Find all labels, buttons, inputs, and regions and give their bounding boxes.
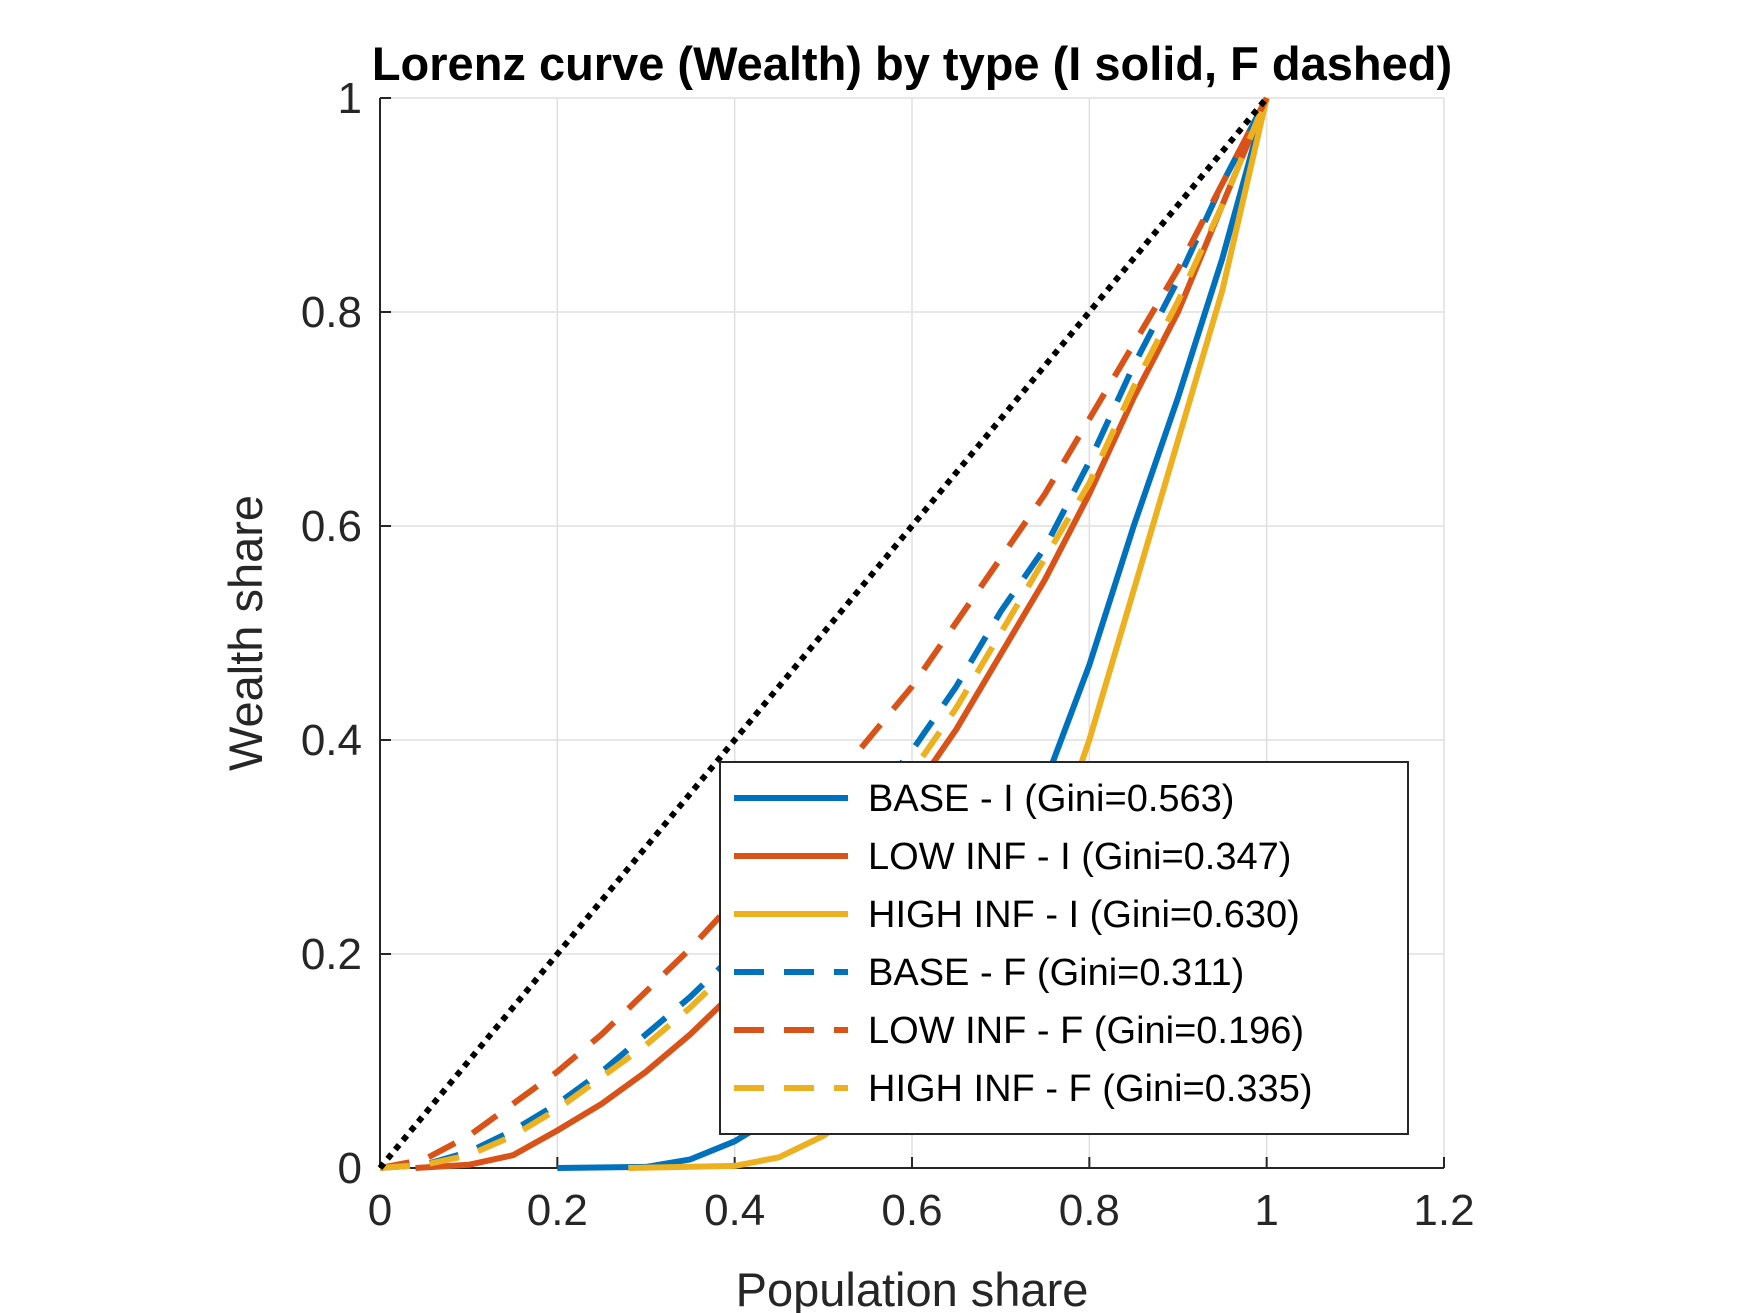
y-tick-label: 0 bbox=[338, 1144, 362, 1193]
legend-entry: HIGH INF - F (Gini=0.335) bbox=[868, 1068, 1312, 1110]
legend-entry: BASE - F (Gini=0.311) bbox=[868, 952, 1244, 994]
y-tick-label: 0.2 bbox=[301, 930, 362, 979]
y-axis-label: Wealth share bbox=[219, 495, 272, 771]
legend: BASE - I (Gini=0.563) LOW INF - I (Gini=0… bbox=[719, 761, 1409, 1135]
x-tick-label: 0.6 bbox=[881, 1186, 942, 1235]
chart-title: Lorenz curve (Wealth) by type (I solid, … bbox=[372, 37, 1452, 90]
tick-labels: 0 0.2 0.4 0.6 0.8 1 1.2 0 0.2 0.4 0.6 0.8 1 bbox=[301, 74, 1475, 1235]
x-tick-label: 0 bbox=[368, 1186, 392, 1235]
legend-entry: LOW INF - I (Gini=0.347) bbox=[868, 836, 1291, 878]
equality-line bbox=[377, 96, 1269, 1170]
legend-box bbox=[719, 761, 1409, 1135]
series-line-high-inf-f bbox=[379, 96, 1270, 1171]
y-tick-label: 0.6 bbox=[301, 502, 362, 551]
legend-entry: BASE - I (Gini=0.563) bbox=[868, 778, 1234, 820]
x-tick-label: 0.4 bbox=[704, 1186, 765, 1235]
x-axis-label: Population share bbox=[736, 1263, 1089, 1313]
series-line-low-inf-f bbox=[379, 96, 1270, 1171]
y-tick-label: 0.8 bbox=[301, 288, 362, 337]
x-tick-label: 0.2 bbox=[527, 1186, 588, 1235]
legend-entry: HIGH INF - I (Gini=0.630) bbox=[868, 894, 1300, 936]
legend-entry: LOW INF - F (Gini=0.196) bbox=[868, 1010, 1304, 1052]
x-tick-label: 1 bbox=[1254, 1186, 1278, 1235]
x-tick-label: 0.8 bbox=[1059, 1186, 1120, 1235]
y-tick-label: 1 bbox=[338, 74, 362, 123]
x-tick-label: 1.2 bbox=[1413, 1186, 1474, 1235]
y-tick-label: 0.4 bbox=[301, 716, 362, 765]
